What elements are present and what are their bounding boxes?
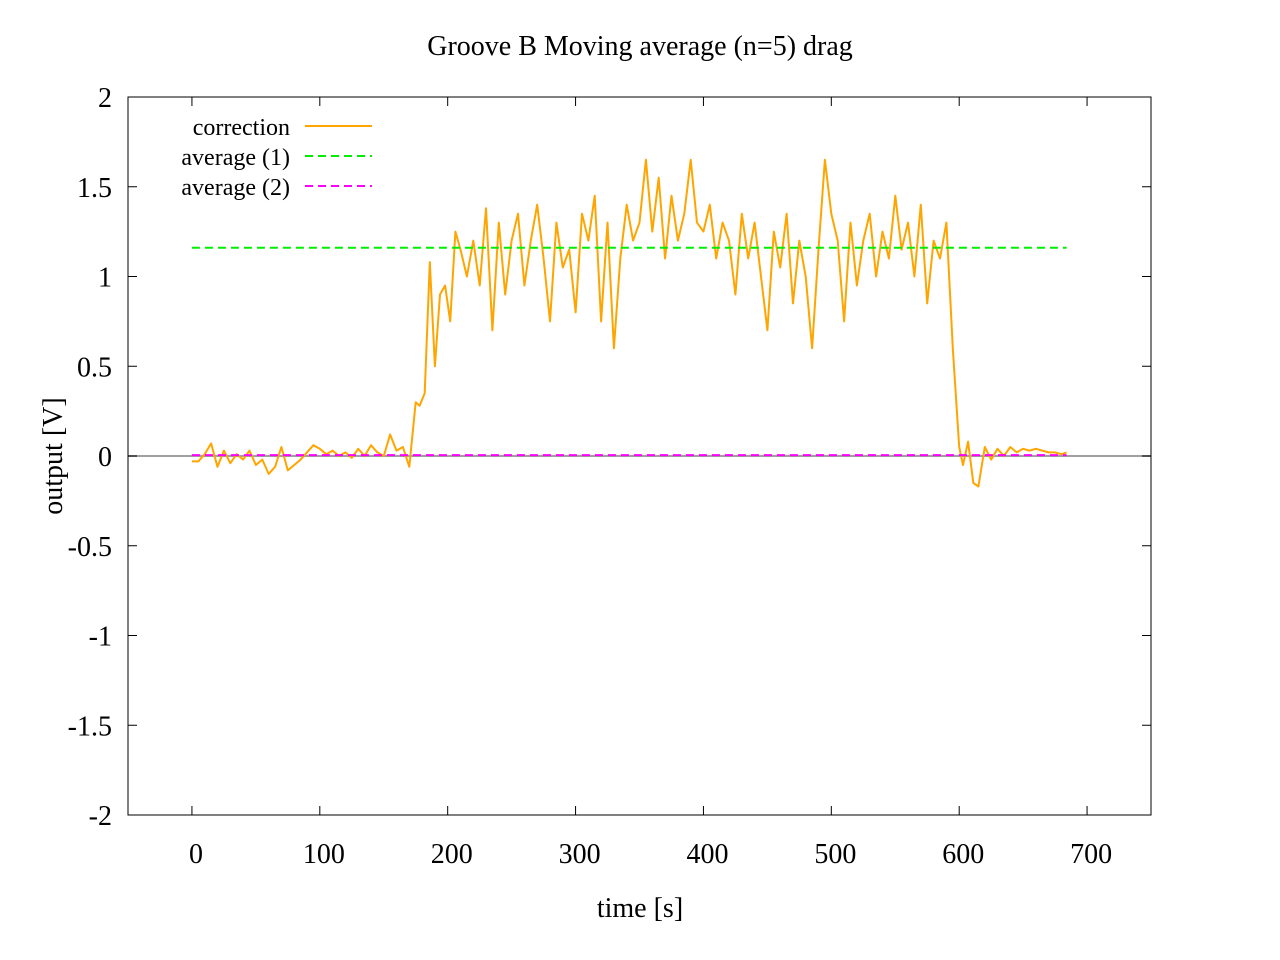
y-axis-label: output [V] (38, 397, 69, 514)
x-tick-label: 600 (942, 839, 984, 870)
y-tick-label: -2 (89, 801, 112, 832)
legend-label: correction (193, 115, 290, 141)
y-tick-label: 1.5 (77, 173, 112, 204)
y-tick-label: -1 (89, 622, 112, 653)
x-tick-label: 300 (559, 839, 601, 870)
x-tick-label: 100 (303, 839, 345, 870)
x-tick-label: 400 (686, 839, 728, 870)
legend-label: average (2) (181, 175, 290, 201)
chart-title: Groove B Moving average (n=5) drag (427, 31, 853, 62)
y-tick-label: 2 (98, 83, 112, 114)
x-tick-label: 700 (1070, 839, 1112, 870)
legend: correction average (1) average (2) (181, 115, 372, 201)
ticks-layer: 0 100 200 300 400 500 600 700 2 1.5 1 0.5 0 -0.5 -1 -1.… (68, 83, 1151, 870)
y-tick-label: 0.5 (77, 352, 112, 383)
series-layer (191, 158, 1067, 488)
x-axis-label: time [s] (597, 893, 683, 924)
x-tick-label: 0 (189, 839, 203, 870)
legend-label: average (1) (181, 145, 290, 171)
y-tick-label: 0 (98, 442, 112, 473)
y-tick-label: 1 (98, 263, 112, 294)
x-tick-label: 500 (814, 839, 856, 870)
y-tick-label: -1.5 (68, 711, 112, 742)
y-tick-label: -0.5 (68, 532, 112, 563)
x-tick-label: 200 (431, 839, 473, 870)
